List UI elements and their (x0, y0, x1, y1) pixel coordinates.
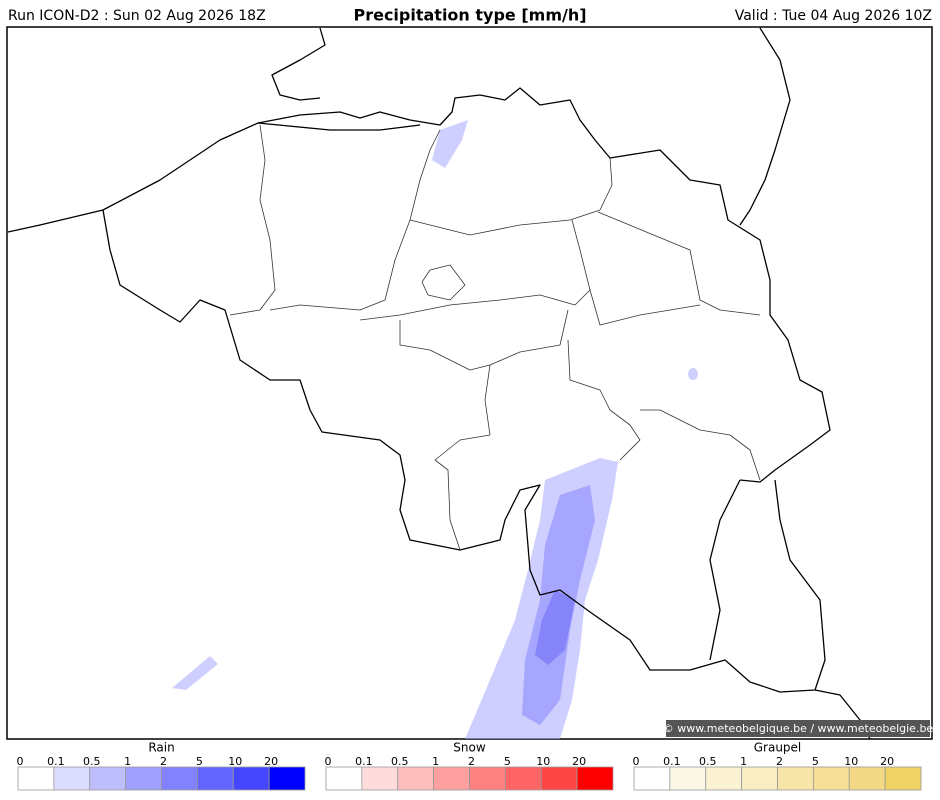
country-border (102, 209, 826, 693)
provinces (229, 124, 761, 551)
country-border (257, 27, 421, 131)
country-border (7, 87, 831, 483)
legend-swatch (161, 766, 198, 791)
province-border (421, 264, 466, 301)
credit: © www.meteobelgique.be / www.meteobelgie… (663, 722, 934, 735)
legend-swatch (777, 766, 814, 791)
borders (7, 27, 871, 740)
legend-tick: 20 (264, 755, 278, 768)
run-label: Run ICON-D2 : Sun 02 Aug 2026 18Z (8, 8, 266, 24)
province-border (589, 211, 761, 326)
legend-tick: 0 (17, 755, 24, 768)
legend-tick: 0 (633, 755, 640, 768)
legend-swatch (741, 766, 778, 791)
legend-title: Graupel (754, 741, 802, 755)
precipitation (172, 120, 698, 739)
legend-tick: 1 (124, 755, 131, 768)
legend-tick: 1 (432, 755, 439, 768)
province-border (399, 309, 569, 371)
legend-swatch (361, 766, 399, 791)
legend-swatch (325, 766, 363, 791)
legend-tick: 1 (740, 755, 747, 768)
legend-tick: 0.1 (663, 755, 681, 768)
country-border (709, 479, 741, 661)
legend-tick: 0.5 (391, 755, 409, 768)
map-title: Precipitation type [mm/h] (353, 6, 586, 25)
legend-swatch (884, 766, 922, 791)
legend-tick: 5 (504, 755, 511, 768)
legend-tick: 0 (325, 755, 332, 768)
legend-tick: 5 (812, 755, 819, 768)
legend-tick: 0.1 (47, 755, 65, 768)
legend-tick: 2 (160, 755, 167, 768)
legend-tick: 10 (536, 755, 550, 768)
legend-title: Snow (453, 741, 486, 755)
legend-swatch (196, 766, 234, 791)
legend-swatch (53, 766, 91, 791)
legend-tick: 20 (880, 755, 894, 768)
province-border (269, 219, 591, 321)
legend-tick: 0.5 (699, 755, 717, 768)
rain-area (172, 656, 218, 690)
legend-swatch (633, 766, 671, 791)
legend-tick: 0.5 (83, 755, 101, 768)
legend-swatch (504, 766, 542, 791)
legend-swatch (469, 766, 506, 791)
credit-box (666, 720, 930, 737)
valid-label: Valid : Tue 04 Aug 2026 10Z (735, 8, 932, 24)
map-frame (6, 26, 933, 740)
legend-swatch (268, 766, 306, 791)
legend-swatch (125, 766, 162, 791)
legend-swatch (812, 766, 850, 791)
legend-swatch (848, 766, 886, 791)
legend-tick: 20 (572, 755, 586, 768)
legend-tick: 10 (228, 755, 242, 768)
legend-tick: 2 (468, 755, 475, 768)
legend-swatch (705, 766, 743, 791)
legend-swatch (17, 766, 55, 791)
legend-swatch (232, 766, 270, 791)
legend-tick: 0.1 (355, 755, 373, 768)
legend-swatch (89, 766, 127, 791)
province-border (229, 124, 441, 316)
legend-tick: 2 (776, 755, 783, 768)
legend-swatch (397, 766, 435, 791)
rain-area (688, 368, 698, 380)
legend-swatch (433, 766, 470, 791)
legend-swatch (540, 766, 578, 791)
legend-tick: 5 (196, 755, 203, 768)
rain-area (432, 120, 468, 168)
legend-swatch (669, 766, 707, 791)
province-border (409, 157, 613, 236)
rain-area (535, 590, 575, 665)
province-border (434, 339, 761, 551)
legend-title: Rain (148, 741, 174, 755)
legend-swatch (576, 766, 614, 791)
legend-tick: 10 (844, 755, 858, 768)
country-border (739, 27, 791, 226)
